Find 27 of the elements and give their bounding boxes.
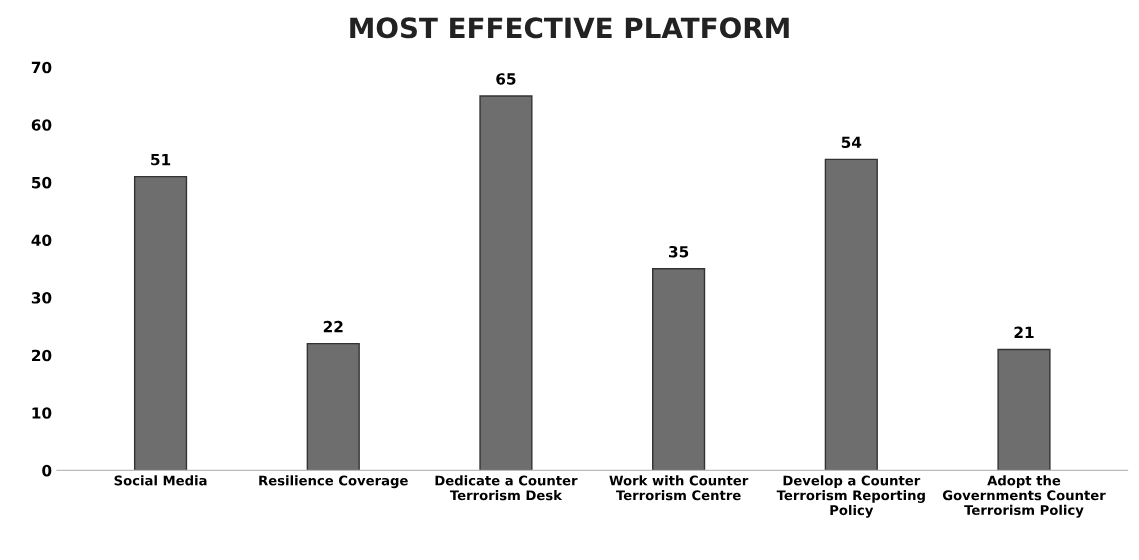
bar — [479, 95, 533, 471]
data-label: 65 — [496, 73, 516, 85]
data-label: 21 — [1014, 326, 1034, 338]
bar — [824, 158, 878, 471]
x-tick-label: Resilience Coverage — [259, 475, 408, 489]
data-label: 22 — [323, 320, 343, 333]
y-tick-label: 60 — [31, 119, 52, 131]
y-tick-label: 50 — [32, 176, 52, 189]
data-label: 54 — [841, 136, 862, 149]
y-tick-label: 0 — [42, 464, 52, 477]
y-tick-label: 40 — [31, 234, 52, 247]
chart-title: MOST EFFECTIVE PLATFORM — [350, 17, 789, 39]
y-tick-label: 20 — [32, 349, 52, 362]
bar — [133, 175, 188, 471]
x-tick-label: Adopt the Governments Counter Terrorism Policy — [942, 475, 1106, 518]
bar — [306, 342, 360, 471]
bar — [652, 268, 706, 471]
x-tick-label: Develop a Counter Terrorism Reporting Policy — [776, 475, 925, 518]
data-label: 35 — [669, 245, 689, 258]
y-tick-label: 30 — [31, 292, 52, 304]
data-label: 51 — [151, 153, 171, 166]
x-tick-label: Dedicate a Counter Terrorism Desk — [435, 475, 578, 501]
x-tick-label: Work with Counter Terrorism Centre — [609, 475, 749, 501]
bar — [997, 348, 1051, 471]
y-tick-label: 70 — [31, 61, 52, 74]
x-tick-label: Social Media — [114, 475, 207, 486]
y-tick-label: 10 — [32, 407, 52, 419]
